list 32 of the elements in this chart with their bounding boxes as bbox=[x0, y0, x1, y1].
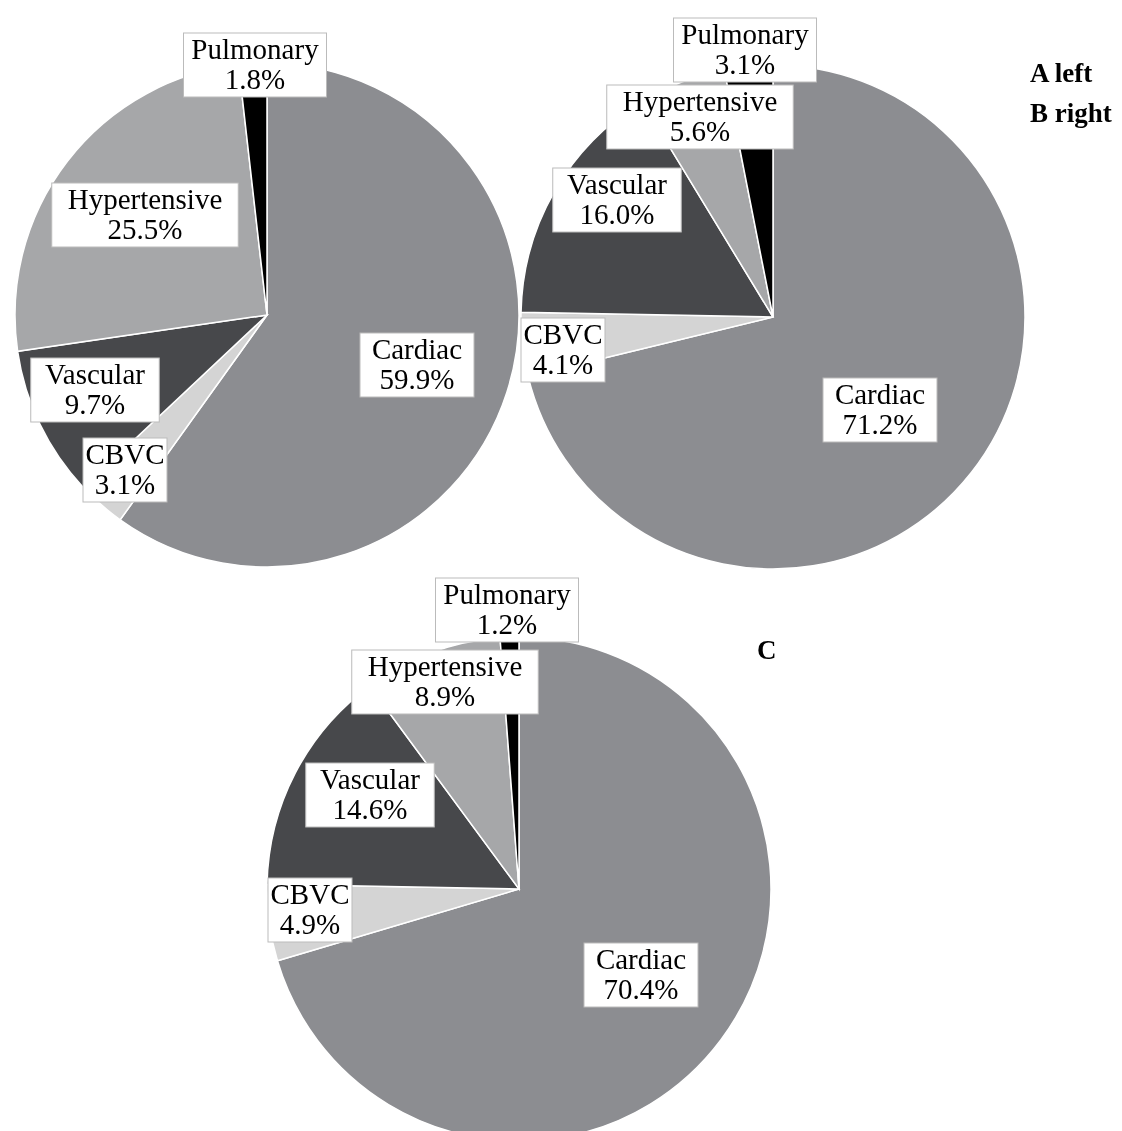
slice-label: Cardiac bbox=[371, 333, 463, 365]
data-label: 16.0% bbox=[579, 198, 655, 230]
text: C bbox=[757, 635, 777, 666]
slice-label: Hypertensive bbox=[622, 85, 778, 117]
slice-label: Pulmonary bbox=[191, 33, 320, 65]
data-label: 9.7% bbox=[64, 388, 126, 420]
slice-label: Hypertensive bbox=[367, 650, 523, 682]
slice-label: Cardiac bbox=[834, 378, 926, 410]
data-label: 4.9% bbox=[279, 908, 341, 940]
slice-label: CBVC bbox=[85, 438, 165, 470]
slice-label: Vascular bbox=[45, 358, 146, 390]
data-label: 1.8% bbox=[224, 63, 286, 95]
slice-label: CBVC bbox=[523, 318, 603, 350]
slice-label: Pulmonary bbox=[443, 578, 572, 610]
data-label: 1.2% bbox=[476, 608, 538, 640]
data-label: 5.6% bbox=[669, 115, 731, 147]
data-label: 3.1% bbox=[94, 468, 156, 500]
data-label: 70.4% bbox=[603, 973, 679, 1005]
text: A left bbox=[1030, 58, 1093, 89]
data-label: 3.1% bbox=[714, 48, 776, 80]
data-label: 71.2% bbox=[842, 408, 918, 440]
text: B right bbox=[1030, 98, 1112, 129]
data-label: 4.1% bbox=[532, 348, 594, 380]
slice-label: Vascular bbox=[567, 168, 668, 200]
slice-label: Cardiac bbox=[595, 943, 687, 975]
data-label: 8.9% bbox=[414, 680, 476, 712]
slice-label: CBVC bbox=[270, 878, 350, 910]
data-label: 59.9% bbox=[379, 363, 455, 395]
data-label: 14.6% bbox=[332, 793, 408, 825]
slice-label: Hypertensive bbox=[67, 183, 223, 215]
slice-label: Pulmonary bbox=[681, 18, 810, 50]
slice-label: Vascular bbox=[320, 763, 421, 795]
